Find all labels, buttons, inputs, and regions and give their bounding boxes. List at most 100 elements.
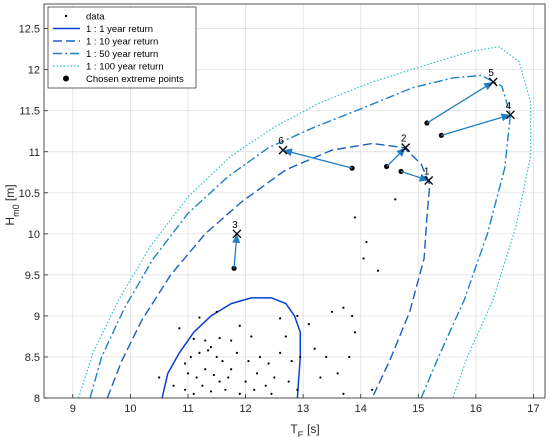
data-point bbox=[218, 336, 221, 340]
arrow-line bbox=[386, 153, 400, 167]
arrow-line bbox=[233, 242, 237, 269]
data-point bbox=[204, 339, 207, 342]
x-ticks: 9 10 11 12 13 14 15 16 17 bbox=[70, 394, 540, 415]
contour-c1 bbox=[161, 297, 302, 399]
contour-curves bbox=[78, 46, 532, 399]
data-point bbox=[284, 335, 287, 338]
x-tick-label: 17 bbox=[527, 403, 539, 415]
y-tick-label: 10 bbox=[28, 229, 40, 241]
data-point bbox=[350, 314, 354, 318]
data-point bbox=[172, 384, 175, 387]
data-point bbox=[353, 331, 357, 334]
data-point bbox=[178, 327, 181, 330]
contour-c100 bbox=[78, 46, 532, 399]
data-point bbox=[183, 388, 187, 391]
arrow-head bbox=[500, 113, 511, 122]
data-point bbox=[209, 346, 213, 349]
data-point bbox=[371, 388, 374, 391]
extreme-point-6: 6 bbox=[278, 136, 355, 171]
legend-label: 1 : 50 year return bbox=[86, 49, 158, 60]
arrow-head bbox=[282, 148, 293, 157]
arrow-line bbox=[400, 170, 421, 179]
data-point bbox=[362, 257, 365, 260]
data-point bbox=[376, 269, 380, 272]
data-point bbox=[290, 359, 293, 363]
data-point bbox=[255, 372, 259, 375]
data-point bbox=[195, 376, 198, 379]
data-point bbox=[158, 376, 161, 379]
data-point bbox=[186, 372, 190, 375]
extreme-point-2: 2 bbox=[384, 134, 411, 170]
x-tick-label: 13 bbox=[297, 403, 309, 415]
x-tick-label: 15 bbox=[412, 403, 424, 415]
data-point bbox=[238, 324, 241, 327]
y-tick-label: 10.5 bbox=[19, 188, 40, 200]
y-axis-label-sub: m0 bbox=[11, 204, 21, 217]
extreme-point-3: 3 bbox=[231, 220, 242, 271]
x-axis-label-rest: [s] bbox=[304, 422, 320, 436]
extreme-point-label: 3 bbox=[232, 220, 238, 231]
legend-item-c50: 1 : 50 year return bbox=[53, 49, 158, 60]
legend-item-data: data bbox=[64, 11, 105, 22]
data-point bbox=[189, 355, 192, 359]
extreme-marker bbox=[488, 77, 498, 87]
extreme-marker bbox=[401, 143, 411, 153]
legend-item-c1: 1 : 1 year return bbox=[53, 24, 153, 35]
arrow-line bbox=[291, 151, 353, 169]
x-tick-label: 9 bbox=[70, 403, 76, 415]
extreme-marker bbox=[278, 145, 288, 155]
arrow-line bbox=[426, 86, 486, 124]
data-point bbox=[353, 216, 357, 219]
y-axis-label: Hm0 [m] bbox=[3, 184, 21, 225]
y-tick-label: 9.5 bbox=[25, 270, 40, 282]
arrow-line bbox=[441, 116, 503, 136]
extreme-point-5: 5 bbox=[424, 68, 498, 126]
legend-label: 1 : 1 year return bbox=[86, 24, 153, 35]
extreme-point-label: 6 bbox=[278, 136, 284, 147]
y-tick-label: 11.5 bbox=[19, 106, 40, 118]
data-point bbox=[238, 392, 241, 395]
x-tick-label: 16 bbox=[470, 403, 482, 415]
data-point bbox=[230, 339, 233, 342]
y-tick-label: 12.5 bbox=[19, 24, 40, 36]
data-point bbox=[221, 359, 224, 363]
data-point bbox=[207, 349, 210, 352]
data-point bbox=[296, 314, 299, 318]
x-tick-label: 14 bbox=[355, 403, 367, 415]
y-tick-label: 8 bbox=[34, 393, 40, 405]
data-point bbox=[183, 362, 187, 365]
legend-item-c100: 1 : 100 year return bbox=[53, 61, 164, 72]
data-point bbox=[299, 355, 302, 359]
data-point bbox=[204, 368, 207, 371]
data-point bbox=[348, 355, 351, 359]
extreme-point-label: 4 bbox=[506, 101, 512, 112]
data-point bbox=[250, 335, 253, 338]
data-point bbox=[212, 373, 215, 377]
x-axis-label-sub: E bbox=[298, 430, 304, 437]
data-point bbox=[235, 351, 239, 354]
y-ticks: 8 8.5 9 9.5 10 10.5 11 11.5 12 12.5 bbox=[19, 24, 48, 405]
data-point bbox=[296, 388, 299, 391]
extreme-point-4: 4 bbox=[438, 101, 515, 138]
extreme-points: 1 2 3 4 5 6 bbox=[231, 68, 515, 271]
data-point bbox=[244, 380, 247, 383]
extreme-marker bbox=[232, 229, 242, 239]
data-point bbox=[313, 347, 316, 350]
legend-label: 1 : 10 year return bbox=[86, 36, 158, 47]
extreme-point-1: 1 bbox=[398, 166, 434, 185]
data-point bbox=[394, 198, 397, 201]
data-point bbox=[264, 384, 267, 387]
legend-label: Chosen extreme points bbox=[86, 74, 184, 85]
plot-frame bbox=[43, 3, 546, 399]
data-point bbox=[201, 384, 204, 387]
data-point bbox=[215, 310, 218, 313]
x-axis-label-main: T bbox=[290, 422, 298, 436]
legend-label: data bbox=[86, 11, 105, 22]
data-point bbox=[270, 392, 273, 395]
x-tick-label: 12 bbox=[239, 403, 251, 415]
contour-c10 bbox=[106, 142, 431, 399]
data-point bbox=[336, 372, 339, 375]
x-axis-label: TE [s] bbox=[290, 422, 319, 437]
data-point bbox=[253, 388, 256, 391]
